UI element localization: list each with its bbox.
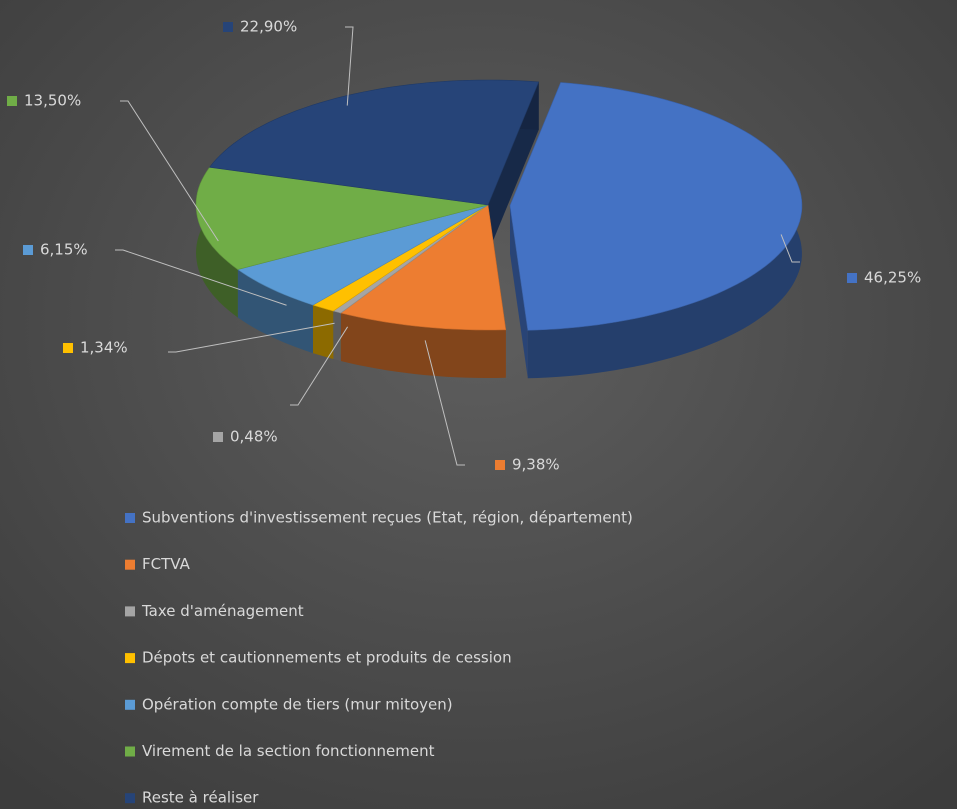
- leader-line: [120, 100, 219, 242]
- slice-wall: [510, 205, 528, 379]
- slice: [340, 204, 507, 331]
- legend-label: Virement de la section fonctionnement: [142, 742, 435, 760]
- data-label: 46,25%: [864, 269, 921, 287]
- data-label: 0,48%: [230, 428, 278, 446]
- label-swatch: [23, 245, 33, 255]
- slice-side: [333, 311, 341, 361]
- slice: [209, 79, 540, 206]
- label-swatch: [223, 22, 233, 32]
- data-label: 22,90%: [240, 18, 297, 36]
- leader-line: [290, 326, 349, 406]
- label-swatch: [63, 343, 73, 353]
- data-label: 9,38%: [512, 456, 560, 474]
- legend-swatch: [125, 746, 135, 757]
- legend-label: Subventions d'investissement reçues (Eta…: [142, 509, 633, 527]
- leader-line: [115, 249, 287, 306]
- leader-line: [345, 26, 354, 106]
- leader-line: [780, 234, 800, 263]
- label-swatch: [847, 273, 857, 283]
- data-label: 1,34%: [80, 339, 128, 357]
- legend-label: Opération compte de tiers (mur mitoyen): [142, 695, 453, 713]
- legend-swatch: [125, 606, 135, 617]
- slice-side: [313, 305, 334, 359]
- data-label: 13,50%: [24, 92, 81, 110]
- leader-line: [424, 340, 465, 466]
- legend-swatch: [125, 653, 135, 664]
- leader-line: [168, 322, 335, 353]
- legend-label: Taxe d'aménagement: [141, 602, 304, 620]
- slice-side: [340, 313, 506, 378]
- data-label: 6,15%: [40, 241, 88, 259]
- slice: [195, 166, 489, 270]
- legend-swatch: [125, 699, 135, 710]
- legend-swatch: [125, 559, 135, 570]
- legend-label: FCTVA: [142, 555, 191, 573]
- legend-swatch: [125, 513, 135, 523]
- legend-label: Dépots et cautionnements et produits de …: [142, 649, 512, 667]
- legend-label: Reste à réaliser: [142, 789, 259, 807]
- label-swatch: [7, 96, 17, 106]
- slice: [237, 204, 489, 306]
- label-swatch: [213, 432, 223, 442]
- slice: [509, 82, 803, 331]
- slice-side: [237, 269, 313, 354]
- legend-swatch: [125, 793, 135, 804]
- label-swatch: [495, 460, 505, 470]
